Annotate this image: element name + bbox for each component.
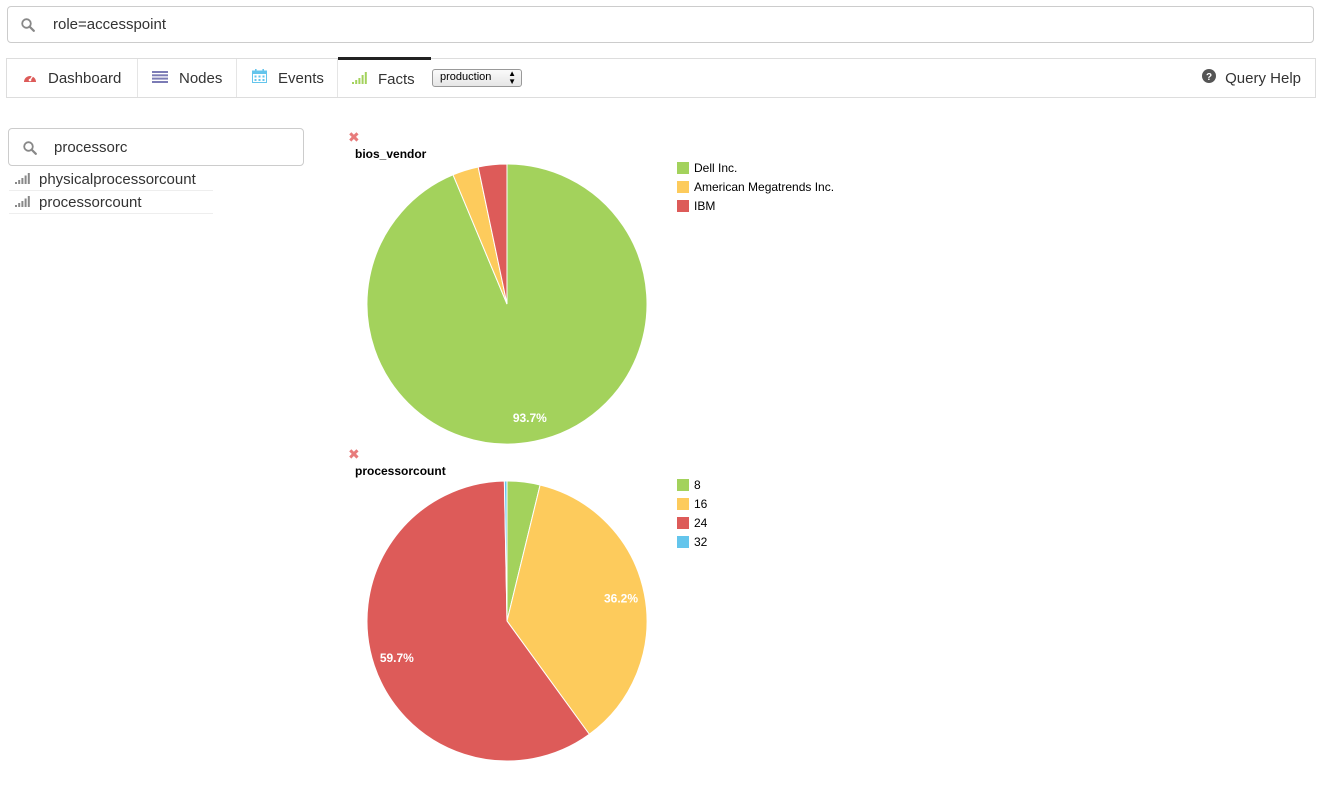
legend-swatch <box>677 161 689 174</box>
fact-list-item-label: physicalprocessorcount <box>39 171 196 188</box>
close-icon[interactable]: ✖ <box>348 129 360 145</box>
pie-slice-32 <box>503 480 508 622</box>
legend-label: 24 <box>694 515 708 530</box>
pie-slice-ibm <box>477 163 508 305</box>
environment-select-value: production <box>440 71 492 83</box>
signal-bars-icon <box>352 71 367 88</box>
chart-title: processorcount <box>355 464 446 478</box>
query-input[interactable] <box>53 7 1293 42</box>
fact-list-item[interactable]: physicalprocessorcount <box>9 168 213 191</box>
search-icon <box>23 141 37 160</box>
tab-dashboard-label: Dashboard <box>48 69 122 87</box>
signal-bars-icon <box>15 171 30 188</box>
tab-events[interactable]: Events <box>237 59 338 97</box>
select-arrows-icon: ▲ ▼ <box>508 69 516 86</box>
search-icon <box>21 18 35 37</box>
tab-events-label: Events <box>278 69 324 87</box>
legend-swatch <box>677 180 689 193</box>
legend-item: 8 <box>677 475 707 494</box>
legend-item: American Megatrends Inc. <box>677 177 834 196</box>
legend-item: 24 <box>677 513 707 532</box>
tab-facts[interactable]: Facts <box>338 57 431 98</box>
legend-label: 32 <box>694 534 708 549</box>
signal-bars-icon <box>15 194 30 211</box>
pie-slice-24 <box>366 480 590 762</box>
legend-item: 32 <box>677 532 707 551</box>
tab-facts-label: Facts <box>378 70 415 88</box>
pie-data-label: 93.7% <box>513 411 547 425</box>
legend-label: 8 <box>694 477 701 492</box>
chart-title: bios_vendor <box>355 147 427 161</box>
fact-list: physicalprocessorcount processorcount <box>9 168 213 214</box>
legend-item: Dell Inc. <box>677 158 834 177</box>
environment-select[interactable]: production ▲ ▼ <box>432 69 522 87</box>
fact-search-box <box>8 128 304 166</box>
chart-bios-vendor: ✖ bios_vendor 93.7% Dell Inc. American M… <box>345 130 905 450</box>
chart-processorcount: ✖ processorcount 36.2% 59.7% 8 16 24 32 <box>345 447 905 767</box>
legend-label: 16 <box>694 496 708 511</box>
chart-legend: 8 16 24 32 <box>677 475 707 551</box>
legend-label: American Megatrends Inc. <box>694 179 835 194</box>
pie-data-label: 59.7% <box>380 651 414 665</box>
tab-dashboard[interactable]: Dashboard <box>7 59 138 97</box>
query-help-label: Query Help <box>1225 69 1301 87</box>
dashboard-icon <box>23 70 37 87</box>
pie-chart: 36.2% 59.7% <box>366 480 648 762</box>
legend-swatch <box>677 478 689 491</box>
pie-slice-16 <box>506 484 648 735</box>
svg-text:?: ? <box>1206 72 1212 83</box>
calendar-icon <box>252 69 267 87</box>
fact-list-item[interactable]: processorcount <box>9 191 213 214</box>
legend-swatch <box>677 516 689 529</box>
legend-label: IBM <box>694 198 716 213</box>
tab-nodes-label: Nodes <box>179 69 223 87</box>
query-bar <box>7 6 1314 43</box>
main-navbar: Dashboard Nodes Events Facts production … <box>6 57 1316 98</box>
legend-item: 16 <box>677 494 707 513</box>
legend-swatch <box>677 199 689 212</box>
fact-list-item-label: processorcount <box>39 194 142 211</box>
chart-legend: Dell Inc. American Megatrends Inc. IBM <box>677 158 834 215</box>
question-circle-icon: ? <box>1202 69 1217 87</box>
list-icon <box>152 70 168 87</box>
legend-swatch <box>677 535 689 548</box>
legend-item: IBM <box>677 196 834 215</box>
close-icon[interactable]: ✖ <box>348 446 360 462</box>
legend-label: Dell Inc. <box>694 160 738 175</box>
legend-swatch <box>677 497 689 510</box>
pie-chart: 93.7% <box>366 163 648 445</box>
fact-search-input[interactable] <box>54 129 294 165</box>
pie-data-label: 36.2% <box>604 592 638 606</box>
tab-nodes[interactable]: Nodes <box>138 59 237 97</box>
query-help-link[interactable]: ? Query Help <box>1202 59 1301 97</box>
